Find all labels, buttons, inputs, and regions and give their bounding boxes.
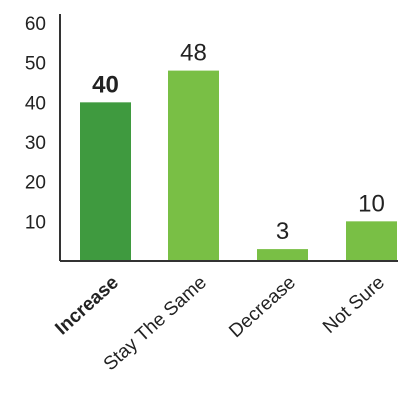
y-tick-label: 10 bbox=[25, 212, 46, 233]
value-labels: 40 48 3 10 bbox=[92, 40, 385, 246]
y-tick-label: 60 bbox=[25, 14, 46, 35]
category-label: Increase bbox=[51, 272, 122, 339]
bar bbox=[80, 102, 131, 261]
y-tick-label: 40 bbox=[25, 93, 46, 114]
y-axis-ticks: 10 20 30 40 50 60 bbox=[25, 14, 46, 233]
bars bbox=[80, 70, 397, 261]
y-tick-label: 20 bbox=[25, 173, 46, 194]
value-label: 10 bbox=[358, 190, 385, 217]
value-label: 3 bbox=[276, 218, 289, 245]
bar bbox=[257, 249, 308, 261]
bar bbox=[168, 70, 219, 261]
y-tick-label: 30 bbox=[25, 133, 46, 154]
category-label: Not Sure bbox=[319, 272, 389, 338]
bar bbox=[346, 221, 397, 261]
y-tick-label: 50 bbox=[25, 54, 46, 75]
value-label: 40 bbox=[92, 71, 119, 98]
value-label: 48 bbox=[180, 40, 207, 67]
category-label: Decrease bbox=[225, 272, 299, 342]
